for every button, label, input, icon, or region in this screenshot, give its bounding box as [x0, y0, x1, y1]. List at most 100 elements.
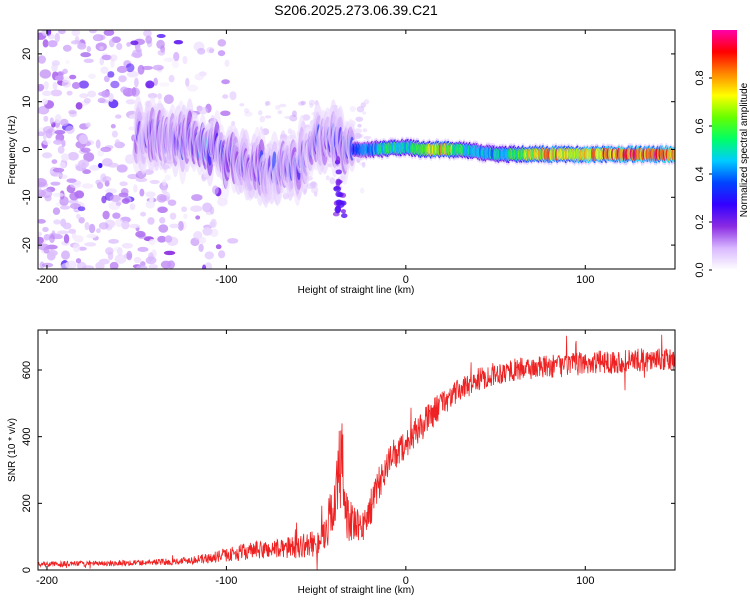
- spectrogram-noise-blob: [52, 167, 65, 173]
- snr-ticks: -200 -100 0 100 0 200 400 600: [21, 330, 675, 587]
- spectrogram-noise-blob: [83, 97, 91, 104]
- spectrogram-noise-blob: [71, 81, 81, 90]
- spectrogram-noise-blob: [105, 188, 118, 194]
- spectrogram-noise-blob: [68, 228, 77, 234]
- spectrogram-noise-blob: [157, 206, 168, 213]
- snr-xtick-label: -200: [36, 575, 58, 587]
- spectrogram-noise-blob: [38, 178, 47, 187]
- spectrogram-noise-blob: [116, 65, 128, 73]
- spectrogram-noise-blob: [202, 264, 207, 269]
- spectrogram-noise-blob: [169, 223, 179, 229]
- colorbar-tick-label: 0.4: [694, 166, 706, 181]
- spectrogram-noise-blob: [363, 135, 372, 140]
- spectrogram-noise-blob: [59, 174, 68, 179]
- spectrogram-noise-blob: [121, 198, 130, 204]
- spectrogram-noise-blob: [59, 196, 69, 207]
- spectrogram-noise-blob: [69, 203, 81, 210]
- spectrogram-noise-blob: [129, 223, 140, 229]
- spectrogram-ridge-blob: [335, 178, 342, 186]
- spectrogram-noise-blob: [109, 261, 119, 269]
- spectrogram-noise-blob: [357, 123, 362, 128]
- spectrogram-noise-blob: [115, 201, 122, 206]
- spectrogram-ytick-label: -20: [21, 237, 33, 253]
- spectrogram-xtick-label: 0: [403, 274, 409, 286]
- spectrogram-noise-blob: [354, 128, 363, 134]
- spectrogram-noise-blob: [212, 185, 219, 195]
- spectrogram-noise-blob: [80, 52, 92, 58]
- spectrogram-noise-blob: [54, 234, 64, 240]
- spectrogram-noise-blob: [163, 250, 176, 256]
- spectrogram-noise-blob: [193, 231, 203, 240]
- spectrogram-noise-blob: [145, 80, 155, 89]
- spectrogram-noise-blob: [101, 54, 112, 61]
- spectrogram-noise-blob: [51, 63, 58, 72]
- spectrogram-noise-blob: [78, 246, 87, 251]
- spectrogram-noise-blob: [264, 115, 272, 119]
- spectrogram-noise-blob: [309, 181, 318, 189]
- spectrogram-noise-blob: [163, 94, 174, 105]
- spectrogram-noise-blob: [204, 251, 215, 260]
- figure-title: S206.2025.273.06.39.C21: [274, 2, 438, 18]
- spectrogram-ridge-blob: [337, 192, 344, 198]
- spectrogram-noise-blob: [143, 30, 152, 38]
- spectrogram-noise-blob: [54, 32, 60, 43]
- spectrogram-noise-blob: [202, 227, 213, 236]
- spectrogram-noise-blob: [141, 65, 153, 71]
- spectrogram-noise-blob: [227, 237, 239, 244]
- spectrogram-noise-blob: [39, 69, 52, 79]
- spectrogram-noise-blob: [44, 195, 52, 202]
- snr-ytick-label: 0: [21, 567, 33, 573]
- spectrogram-noise-blob: [72, 243, 81, 253]
- spectrogram-noise-blob: [131, 87, 137, 96]
- snr-xtick-label: 0: [403, 575, 409, 587]
- spectrogram-noise-blob: [356, 105, 365, 113]
- colorbar-ticks: 0.0 0.2 0.4 0.6 0.8: [694, 70, 712, 278]
- spectrogram-noise-blob: [325, 175, 330, 181]
- spectrogram-noise-blob: [132, 49, 143, 59]
- spectrogram-noise-blob: [75, 213, 81, 219]
- spectrogram-noise-blob: [279, 103, 287, 108]
- spectrogram-noise-blob: [158, 82, 170, 87]
- snr-ytick-label: 400: [21, 427, 33, 445]
- spectrogram-noise-blob: [65, 260, 77, 269]
- spectrogram-noise-blob: [185, 77, 190, 87]
- spectrogram-noise-blob: [50, 89, 63, 97]
- spectrogram-noise-blob: [118, 75, 127, 83]
- spectrogram-noise-blob: [275, 105, 281, 110]
- spectrogram-noise-blob: [60, 218, 67, 228]
- spectrogram-noise-blob: [51, 159, 58, 164]
- spectrogram-noise-blob: [80, 147, 91, 153]
- spectrogram-noise-blob: [97, 97, 106, 104]
- spectrogram-noise-blob: [156, 34, 166, 39]
- spectrogram-noise-blob: [89, 164, 101, 171]
- spectrogram-noise-blob: [130, 40, 139, 46]
- spectrogram-noise-blob: [47, 34, 56, 40]
- spectrogram-noise-blob: [169, 212, 177, 220]
- spectrogram-noise-blob: [78, 134, 89, 145]
- spectrogram-noise-blob: [49, 234, 55, 244]
- spectrogram-noise-blob: [133, 184, 138, 193]
- spectrogram-noise-blob: [84, 222, 90, 231]
- spectrogram-noise-blob: [53, 139, 63, 145]
- spectrogram-noise-blob: [41, 98, 48, 105]
- spectrogram-noise-blob: [94, 35, 102, 41]
- spectrogram-noise-blob: [38, 55, 46, 64]
- spectrogram-noise-blob: [362, 111, 367, 115]
- spectrogram-noise-blob: [42, 90, 52, 97]
- spectrogram-noise-blob: [121, 220, 130, 230]
- spectrogram-noise-blob: [148, 239, 156, 246]
- spectrogram-noise-blob: [164, 174, 171, 181]
- spectrogram-noise-blob: [137, 246, 149, 253]
- spectrogram-noise-blob: [77, 42, 87, 50]
- spectrogram-noise-blob: [183, 213, 188, 220]
- spectrogram-noise-blob: [161, 185, 168, 194]
- spectrogram-noise-blob: [74, 190, 85, 199]
- spectrogram-noise-blob: [38, 107, 47, 114]
- spectrogram-noise-blob: [181, 206, 188, 213]
- spectrogram-noise-blob: [97, 91, 110, 97]
- spectrogram-noise-blob: [116, 164, 128, 173]
- spectrogram-noise-blob: [85, 122, 91, 128]
- snr-series-line: [38, 334, 675, 570]
- spectrogram-noise-blob: [82, 265, 95, 269]
